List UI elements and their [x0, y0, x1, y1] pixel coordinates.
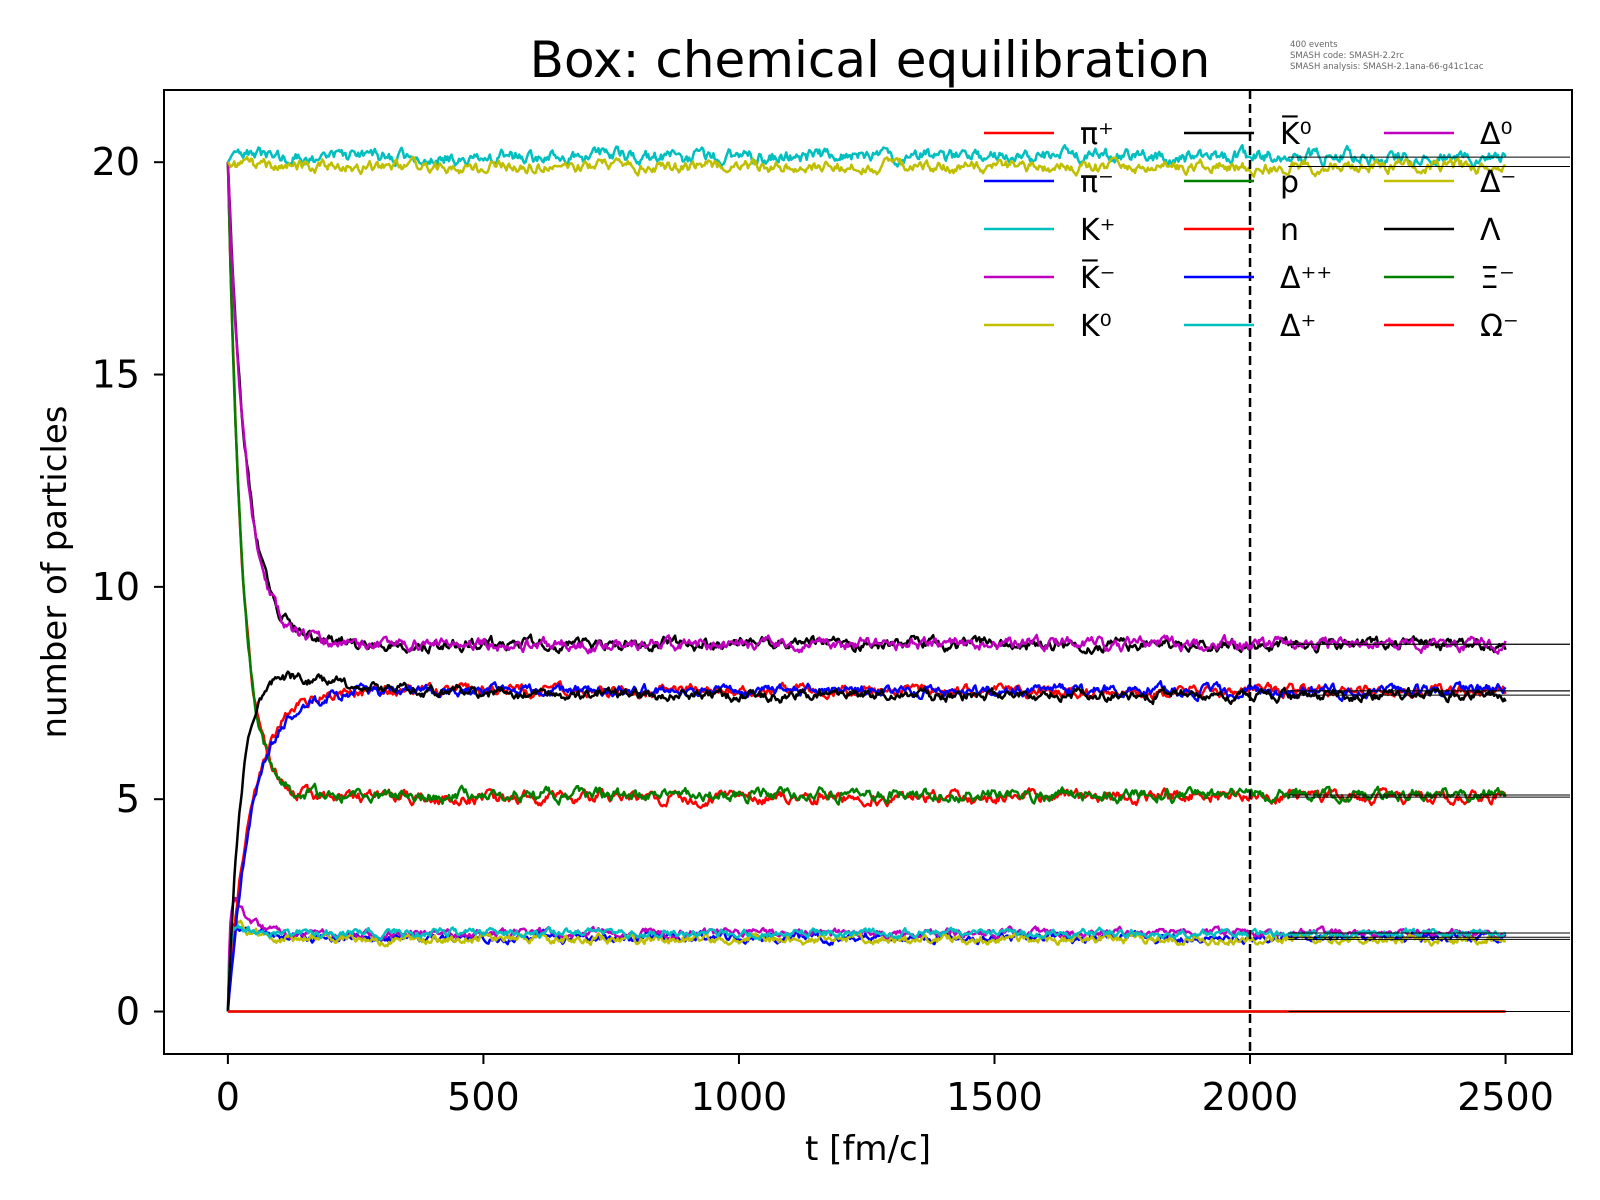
y-tick-label: 20: [92, 140, 140, 184]
series-line: [226, 155, 1507, 178]
legend-item: K⁰: [984, 309, 1112, 344]
legend-item: K̅⁻: [984, 259, 1116, 296]
x-tick-label: 500: [447, 1075, 520, 1119]
series-line: [226, 162, 1507, 655]
legend-label: K̅⁰: [1280, 115, 1312, 152]
series-line: [226, 162, 1507, 806]
meta-analysis: SMASH analysis: SMASH-2.1ana-66-g41c1cac: [1290, 62, 1484, 72]
meta-annotation: 400 events SMASH code: SMASH-2.2rc SMASH…: [1290, 40, 1484, 72]
legend-item: Δ⁺: [1184, 309, 1316, 344]
x-tick-label: 1000: [691, 1075, 788, 1119]
legend-label: Δ⁻: [1480, 165, 1516, 200]
legend-item: n: [1184, 213, 1299, 248]
legend-label: π⁺: [1080, 117, 1114, 152]
y-tick-label: 15: [92, 353, 140, 397]
legend-label: K⁺: [1080, 213, 1116, 248]
legend-label: K⁰: [1080, 309, 1112, 344]
y-tick-label: 5: [116, 777, 140, 821]
legend-item: Λ: [1384, 213, 1501, 248]
x-tick-label: 2500: [1457, 1075, 1554, 1119]
series-line: [226, 924, 1507, 1012]
meta-code: SMASH code: SMASH-2.2rc: [1290, 51, 1404, 61]
legend: π⁺ π⁻ K⁺ K̅⁻ K⁰ K̅⁰ pn Δ⁺⁺ Δ⁺ Δ⁰ Δ⁻ Λ Ξ⁻ Ω⁻: [984, 115, 1519, 344]
legend-item: Δ⁺⁺: [1184, 261, 1332, 296]
x-axis: 0 500 1000 1500 2000 2500: [216, 1054, 1554, 1119]
y-tick-label: 0: [116, 990, 140, 1034]
legend-item: π⁺: [984, 117, 1114, 152]
x-tick-label: 1500: [946, 1075, 1043, 1119]
legend-label: Ω⁻: [1480, 309, 1519, 344]
y-axis: 0 5 10 15 20: [92, 140, 164, 1034]
x-tick-label: 0: [216, 1075, 240, 1119]
legend-item: Ξ⁻: [1384, 261, 1515, 296]
legend-item: p: [1184, 165, 1299, 200]
meta-events: 400 events: [1290, 40, 1338, 50]
legend-item: Ω⁻: [1384, 309, 1519, 344]
legend-label: π⁻: [1080, 165, 1114, 200]
legend-item: Δ⁻: [1384, 165, 1516, 200]
legend-item: K̅⁰: [1184, 115, 1312, 152]
x-tick-label: 2000: [1202, 1075, 1299, 1119]
legend-label: Δ⁺: [1280, 309, 1316, 344]
legend-label: K̅⁻: [1080, 259, 1116, 296]
series-line: [226, 670, 1507, 1012]
legend-label: Ξ⁻: [1480, 261, 1515, 296]
legend-label: p: [1280, 165, 1299, 200]
plot-frame: [163, 89, 1573, 1055]
chart-title: Box: chemical equilibration: [530, 31, 1211, 89]
y-tick-label: 10: [92, 565, 140, 609]
legend-label: Λ: [1480, 213, 1501, 248]
legend-label: n: [1280, 213, 1299, 248]
series-layer: [226, 143, 1507, 1013]
legend-label: Δ⁰: [1480, 117, 1513, 152]
legend-item: Δ⁰: [1384, 117, 1513, 152]
guide-layer: [1248, 90, 1570, 1054]
y-axis-label: number of particles: [35, 405, 75, 738]
plot-area: [226, 90, 1570, 1054]
x-axis-label: t [fm/c]: [805, 1129, 931, 1169]
legend-item: π⁻: [984, 165, 1114, 200]
legend-label: Δ⁺⁺: [1280, 261, 1332, 296]
legend-item: K⁺: [984, 213, 1116, 248]
